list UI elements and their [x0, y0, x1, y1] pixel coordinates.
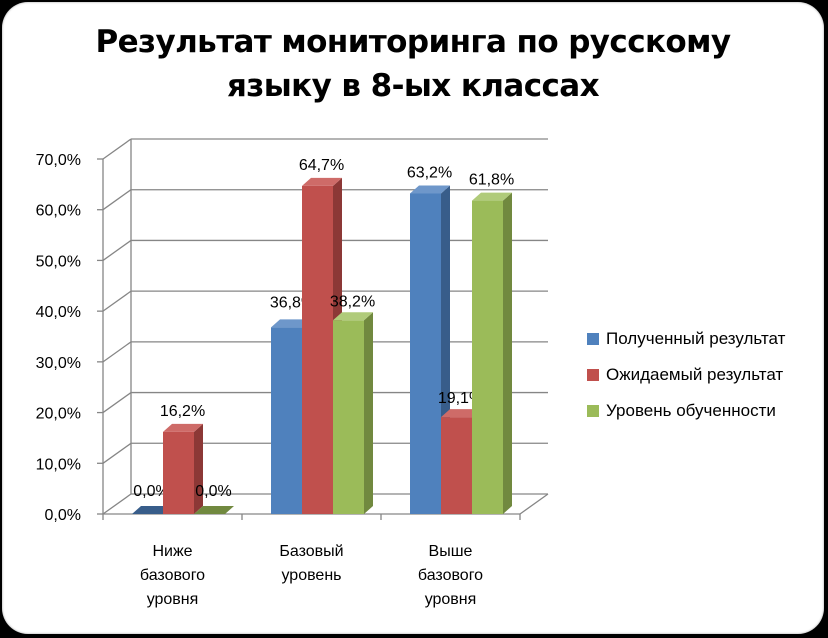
x-tick-label: Базовый	[279, 543, 343, 560]
bar-top	[163, 423, 203, 432]
data-label: 0,0%	[195, 483, 231, 500]
legend-swatch	[587, 369, 599, 381]
bar	[132, 506, 172, 514]
bar-side	[503, 192, 512, 515]
x-tick-label: Выше	[429, 543, 473, 560]
y-tick-label: 10,0%	[36, 456, 81, 473]
bar	[163, 431, 194, 514]
chart-title-line-1: Результат мониторинга по русскому	[95, 24, 732, 60]
chart-title: Результат мониторинга по русскому языку …	[2, 20, 824, 108]
legend-label: Полученный результат	[606, 329, 786, 348]
bar	[302, 185, 333, 514]
x-tick-label: уровень	[281, 567, 341, 584]
bar	[441, 417, 472, 514]
y-tick-label: 50,0%	[36, 253, 81, 270]
gridline-depth	[102, 442, 132, 464]
data-label: 38,2%	[330, 293, 375, 310]
gridline-depth	[102, 341, 132, 363]
legend-label: Ожидаемый результат	[606, 365, 784, 384]
chart-legend: Полученный результат Ожидаемый результат У…	[587, 321, 785, 429]
y-tick-label: 60,0%	[36, 203, 81, 220]
floor-edge	[519, 493, 549, 515]
bar	[472, 200, 503, 515]
legend-item: Ожидаемый результат	[587, 357, 785, 393]
bar	[410, 193, 441, 514]
bar-top	[472, 192, 512, 201]
legend-swatch	[587, 333, 599, 345]
x-tick-label: базового	[418, 567, 483, 584]
bar	[333, 320, 364, 514]
x-tick-label: уровня	[147, 591, 199, 608]
gridline-depth	[102, 189, 132, 211]
bar	[271, 327, 302, 514]
gridline-depth	[102, 493, 132, 515]
data-label: 64,7%	[299, 157, 344, 174]
data-label: 16,2%	[160, 403, 205, 420]
chart-title-line-2: языку в 8-ых классах	[227, 68, 600, 104]
data-label: 0,0%	[133, 483, 169, 500]
gridline-depth	[102, 392, 132, 414]
bar-side	[194, 423, 203, 514]
data-label: 61,8%	[469, 172, 514, 189]
gridline-depth	[102, 290, 132, 312]
gridline-depth	[102, 138, 132, 160]
legend-item: Уровень обученности	[587, 393, 785, 429]
bar	[194, 506, 234, 514]
y-tick-label: 70,0%	[36, 152, 81, 169]
x-tick-label: уровня	[425, 591, 477, 608]
bar-top	[302, 177, 342, 186]
data-label: 63,2%	[407, 164, 452, 181]
data-label: 19,1%	[438, 390, 483, 407]
gridline-depth	[102, 239, 132, 261]
legend-swatch	[587, 405, 599, 417]
bar-top	[410, 185, 450, 194]
bar-top	[271, 319, 311, 328]
legend-item: Полученный результат	[587, 321, 785, 357]
bar-top	[441, 409, 481, 418]
legend-label: Уровень обученности	[606, 401, 776, 420]
x-tick-label: Ниже	[152, 543, 192, 560]
y-tick-label: 0,0%	[45, 507, 81, 524]
x-tick-label: базового	[140, 567, 205, 584]
y-tick-label: 20,0%	[36, 406, 81, 423]
bar-top	[333, 312, 373, 321]
y-tick-label: 40,0%	[36, 304, 81, 321]
y-tick-label: 30,0%	[36, 355, 81, 372]
bar-side	[364, 312, 373, 514]
